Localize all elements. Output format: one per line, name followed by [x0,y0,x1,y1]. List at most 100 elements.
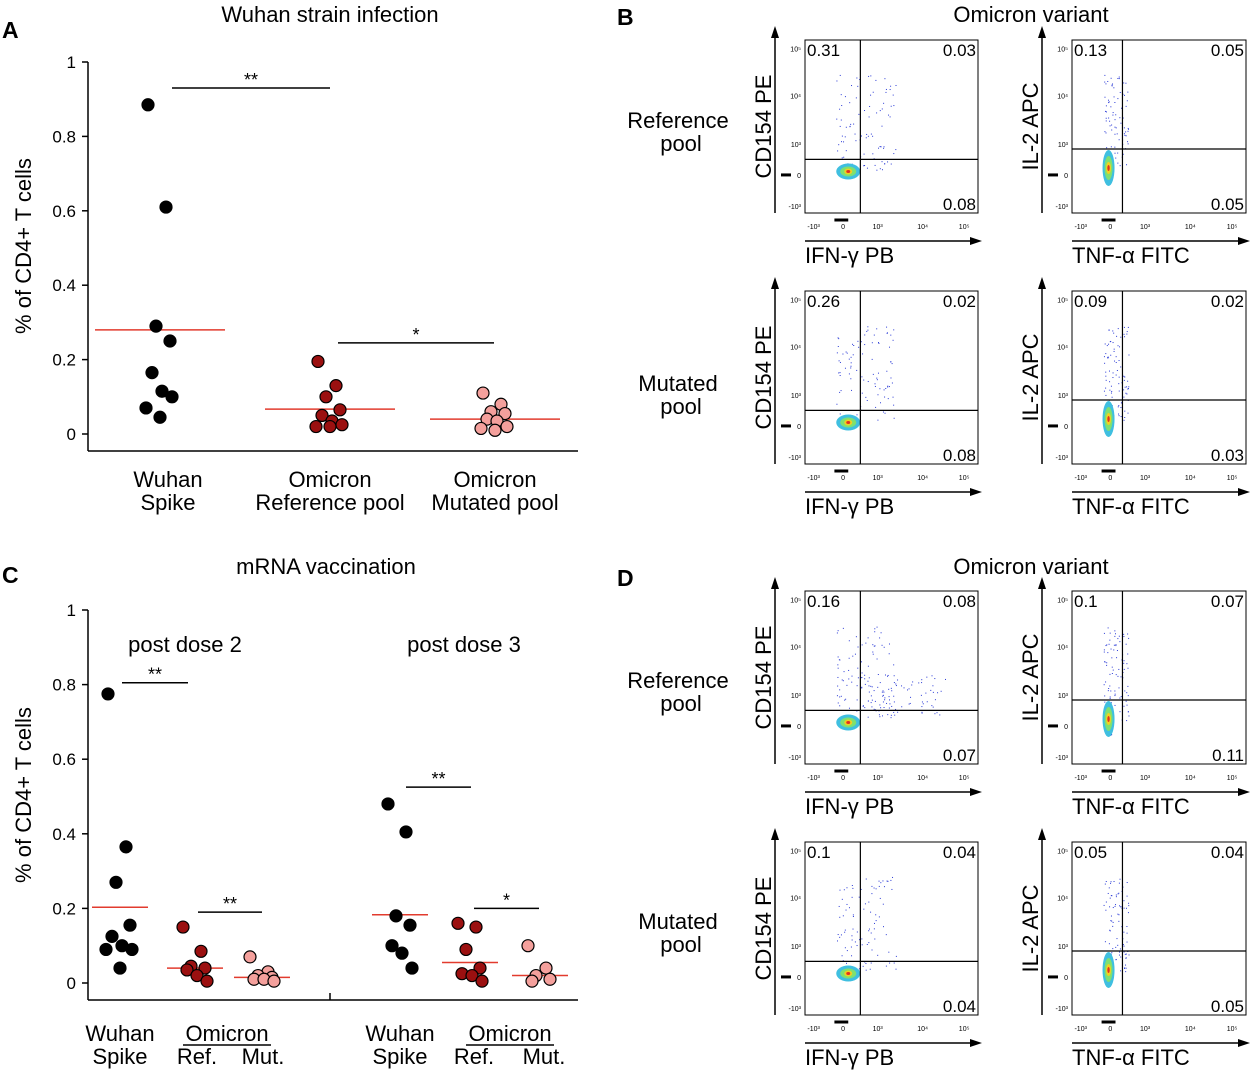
flow-quadrant-lr: 0.07 [943,746,976,765]
flow-quadrant-ul: 0.16 [807,592,840,611]
flow-event [870,911,872,913]
flow-y-arrowhead [771,828,779,840]
flow-event [855,636,857,638]
flow-event [1111,396,1113,398]
flow-event [1118,76,1120,78]
flow-event [1104,883,1106,885]
flow-event [839,125,841,127]
flow-event [839,375,841,377]
panel-c-block-2-group-3-point [525,974,539,988]
flow-quadrant-ul: 0.09 [1074,292,1107,311]
flow-event [887,675,889,677]
flow-event [876,658,878,660]
flow-event [897,679,899,681]
flow-event [1120,366,1122,368]
flow-event [840,141,842,143]
flow-y-tick-label: 0 [1064,724,1068,731]
flow-event [1123,636,1125,638]
flow-event [846,962,848,964]
flow-event [1109,897,1111,899]
panel-a-group-3-point [500,419,514,434]
flow-event [931,705,933,707]
flow-event [843,671,845,673]
flow-event [873,887,875,889]
flow-event [893,675,895,677]
flow-y-tick-label: 10⁵ [1057,849,1068,856]
panel-a-group-2-point [319,390,333,404]
flow-event [848,373,850,375]
flow-event [1126,386,1128,388]
flow-x-label: IFN-γ PB [805,794,894,819]
flow-event [925,692,927,694]
flow-event [1123,333,1125,335]
flow-y-label: CD154 PE [751,877,776,981]
flow-event [887,385,889,387]
panel-c-sig-label: ** [148,665,162,685]
flow-event [1126,720,1128,722]
flow-event [1120,122,1122,124]
flow-event [1112,83,1114,85]
flow-event [1123,668,1125,670]
flow-event [1117,893,1119,895]
flow-event [926,676,928,678]
flow-event [872,653,874,655]
flow-density-peak [846,720,851,724]
flow-event [1110,920,1112,922]
flow-event [1118,376,1120,378]
flow-event [836,632,838,634]
flow-event [879,388,881,390]
flow-event [1105,375,1107,377]
flow-event [940,690,942,692]
flow-event [865,396,867,398]
flow-x-tick-label: -10³ [807,475,820,482]
panel-c-block-2-group-3-point [543,972,557,986]
flow-y-tick-label: 10³ [791,693,802,700]
panel-a-sig-label: ** [244,70,258,90]
flow-event [843,156,845,158]
flow-event [1128,905,1130,907]
flow-event [842,680,844,682]
flow-event [1125,131,1127,133]
flow-event [1112,669,1114,671]
panel-c-xlabel-ref-1: Ref. [177,1044,217,1069]
flow-event [844,367,846,369]
flow-event [1108,943,1110,945]
flow-event [846,684,848,686]
flow-event [1110,702,1112,704]
panel-a-group-2-point [315,408,329,422]
flow-event [1111,85,1113,87]
flow-event [1104,701,1106,703]
flow-event [885,965,887,967]
panel-c-block-1-group-2-point [198,961,212,975]
flow-event [856,369,858,371]
flow-event [866,943,868,945]
flow-event [1110,354,1112,356]
flow-x-tick-label: 10⁵ [1227,775,1238,782]
flow-event [934,699,936,701]
flow-event [841,135,843,137]
flow-event [868,685,870,687]
flow-event [884,697,886,699]
flow-y-tick-label: 10⁵ [1057,598,1068,605]
flow-event [870,932,872,934]
flow-event [1107,892,1109,894]
flow-event [886,326,888,328]
flow-event [932,706,934,708]
flow-event [876,328,878,330]
flow-event [1116,657,1118,659]
flow-event [921,701,923,703]
flow-y-label: IL-2 APC [1018,633,1043,721]
flow-event [1123,660,1125,662]
flow-event [1124,386,1126,388]
panel-c-block-1-group-2-point [194,944,208,958]
flow-event [901,706,903,708]
flow-y-tick-label: 10⁵ [790,598,801,605]
flow-event [934,678,936,680]
flow-event [1108,343,1110,345]
flow-event [866,133,868,135]
panel-c-y-tick-label: 0.8 [52,676,76,695]
flow-event [840,695,842,697]
flow-event [1126,692,1128,694]
flow-event [838,372,840,374]
flow-event [1105,394,1107,396]
